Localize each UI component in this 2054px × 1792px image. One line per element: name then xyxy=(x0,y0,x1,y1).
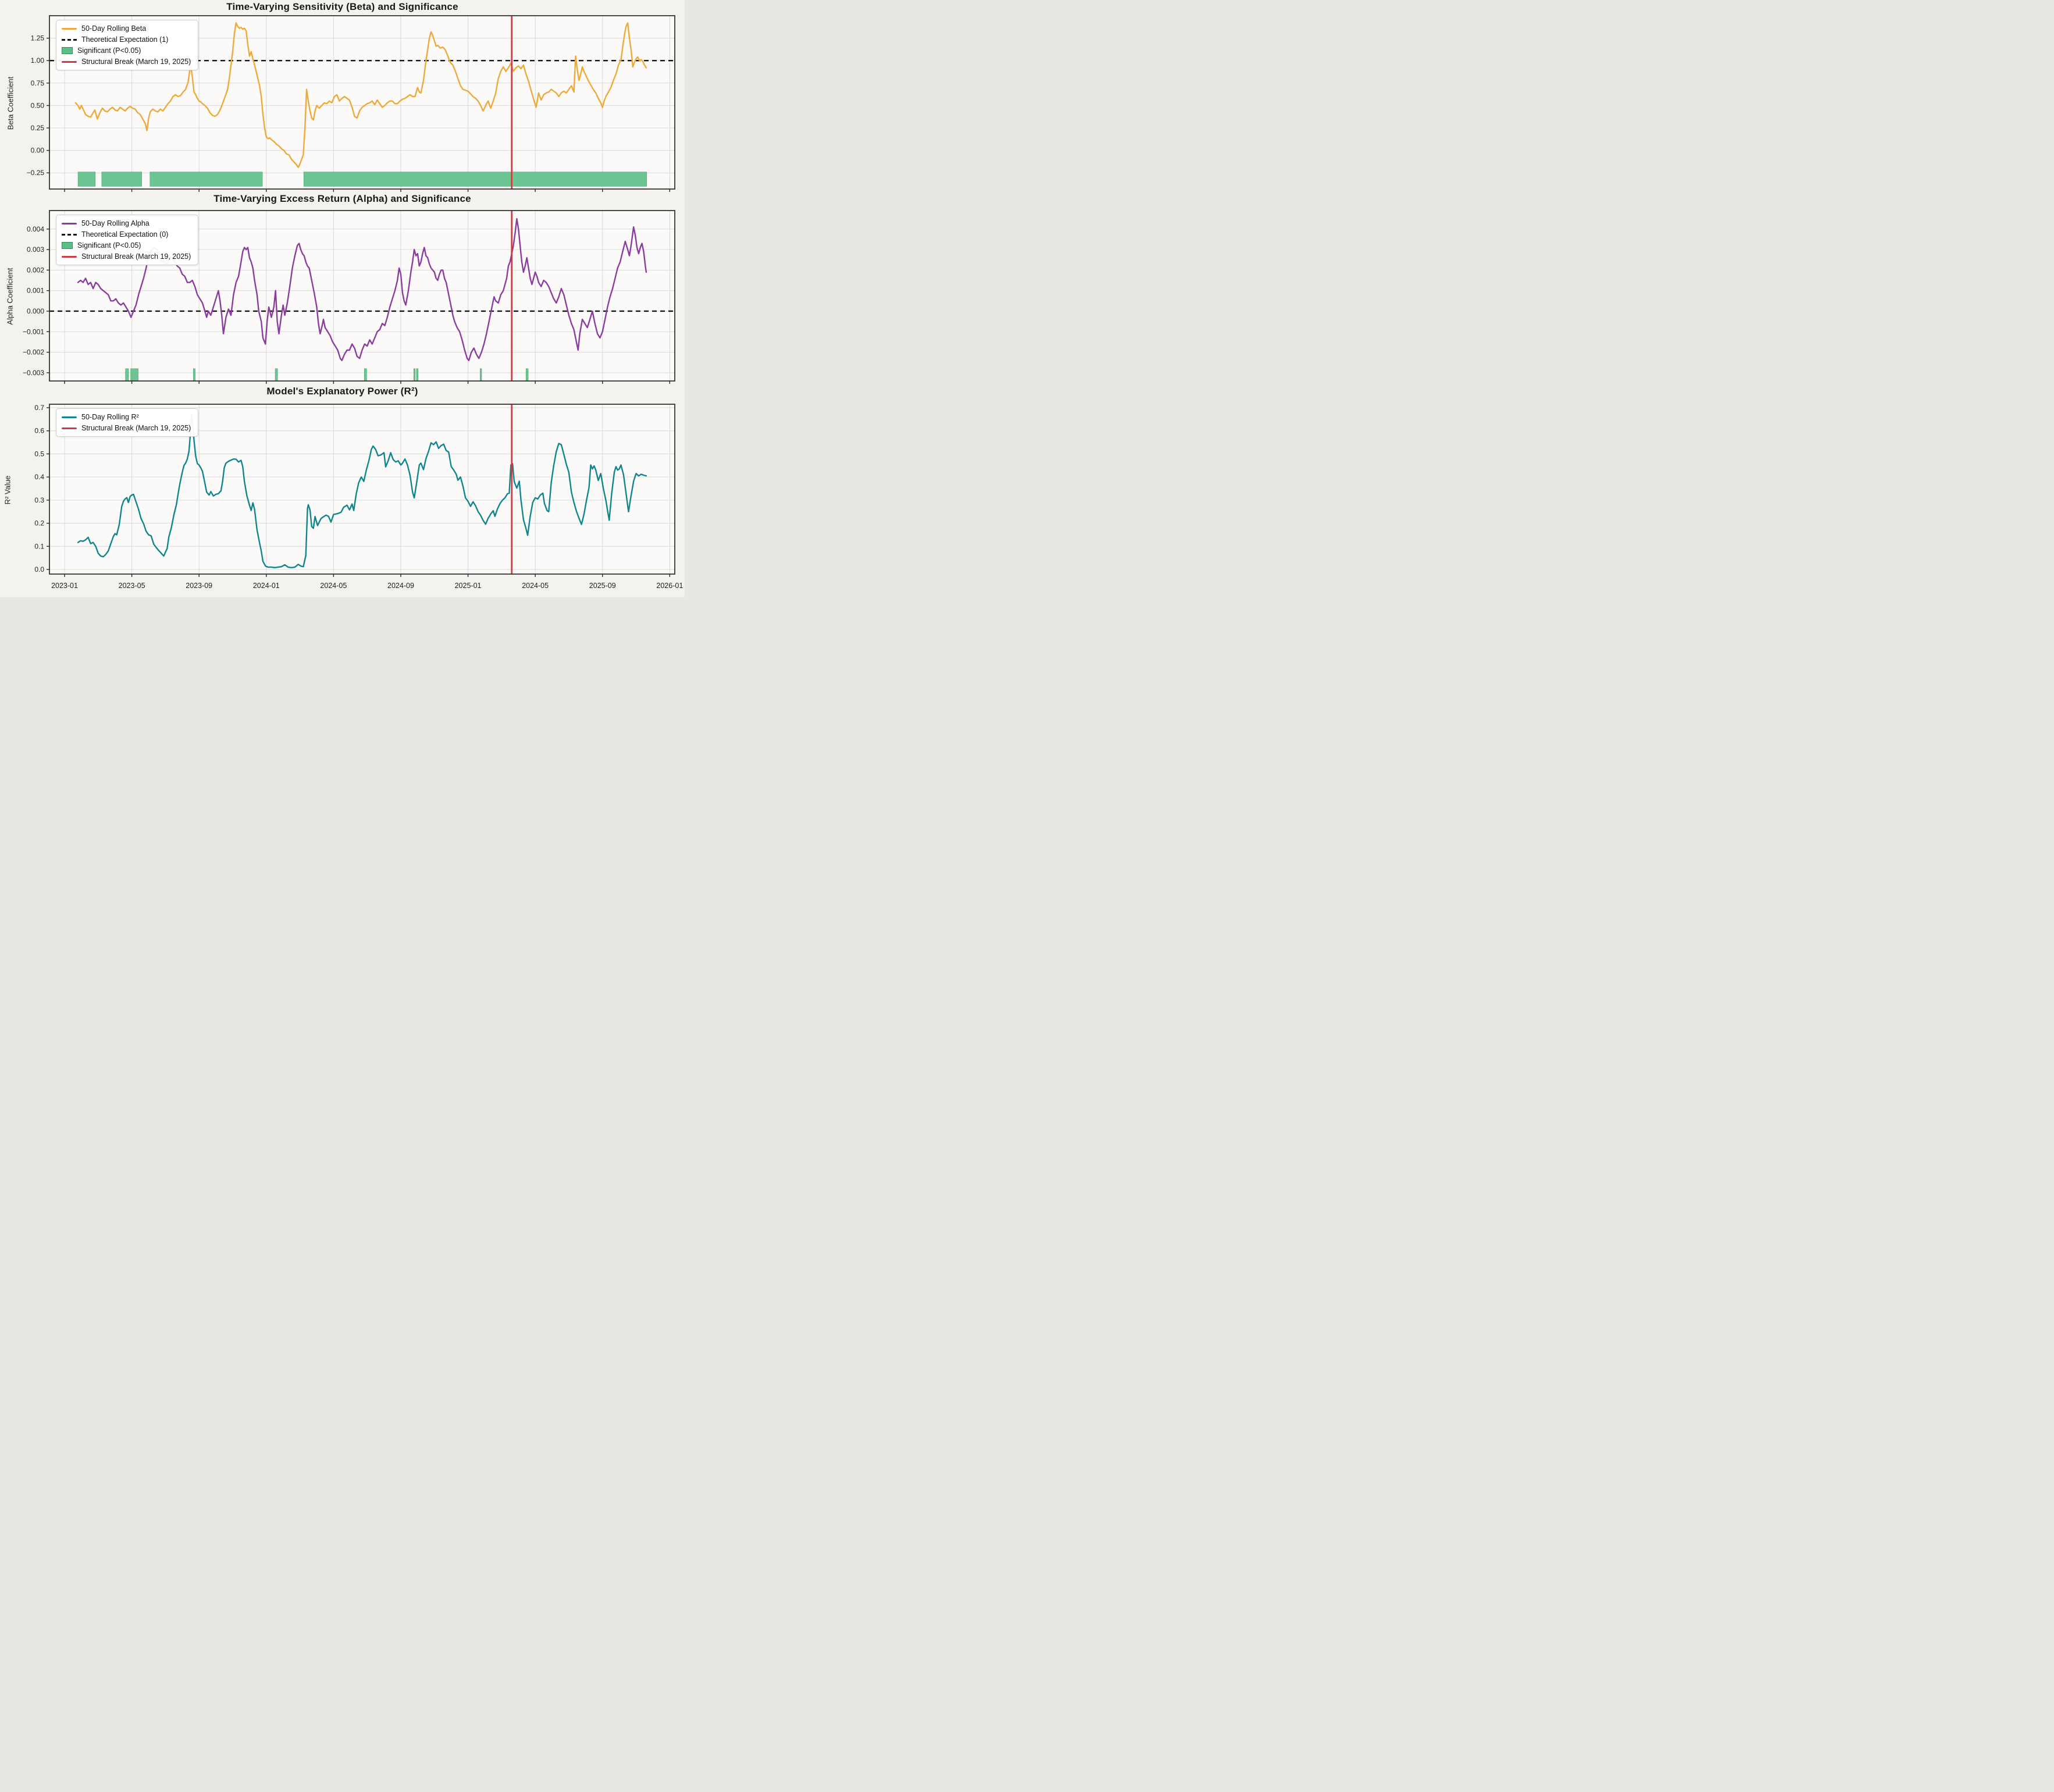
beta-panel-title: Time-Varying Sensitivity (Beta) and Sign… xyxy=(226,1,458,12)
legend-item: 50-Day Rolling Beta xyxy=(62,24,191,33)
legend-item: 50-Day Rolling Alpha xyxy=(62,219,191,227)
y-tick-label: −0.25 xyxy=(27,169,45,177)
y-tick-label: 0.002 xyxy=(27,266,44,274)
legend-patch-swatch xyxy=(62,47,73,54)
r2-legend: 50-Day Rolling R² Structural Break (March… xyxy=(56,408,199,437)
y-tick-label: 1.25 xyxy=(31,34,45,42)
legend-item: Significant (P<0.05) xyxy=(62,241,191,250)
significance-band xyxy=(77,172,96,187)
legend-item: Theoretical Expectation (0) xyxy=(62,230,191,238)
legend-line-swatch xyxy=(62,60,77,63)
legend-label: Theoretical Expectation (0) xyxy=(81,230,169,238)
legend-label: Theoretical Expectation (1) xyxy=(81,35,169,44)
x-tick-label: 2024-01 xyxy=(253,582,280,590)
legend-label: Structural Break (March 19, 2025) xyxy=(81,424,191,432)
legend-line-swatch xyxy=(62,233,77,236)
legend-item: Theoretical Expectation (1) xyxy=(62,35,191,44)
x-tick-label: 2025-09 xyxy=(589,582,616,590)
y-tick-label: 0.001 xyxy=(27,287,44,295)
series-line xyxy=(77,413,647,569)
legend-line-swatch xyxy=(62,427,77,429)
y-tick-label: 0.50 xyxy=(31,101,45,109)
legend-label: Structural Break (March 19, 2025) xyxy=(81,58,191,66)
significance-band xyxy=(525,368,529,382)
y-tick-label: 0.00 xyxy=(31,147,45,155)
y-tick-label: 0.000 xyxy=(27,307,44,315)
legend-item: Significant (P<0.05) xyxy=(62,47,191,55)
y-tick-label: 0.75 xyxy=(31,79,45,87)
x-tick-label: 2026-01 xyxy=(656,582,683,590)
legend-item: Structural Break (March 19, 2025) xyxy=(62,424,191,432)
y-tick-label: 0.0 xyxy=(34,565,44,573)
y-tick-label: 0.003 xyxy=(27,245,44,254)
x-tick-label: 2023-09 xyxy=(186,582,212,590)
x-tick-label: 2024-05 xyxy=(320,582,347,590)
y-tick-label: 0.3 xyxy=(34,496,44,504)
y-tick-label: 0.2 xyxy=(34,519,44,528)
legend-item: Structural Break (March 19, 2025) xyxy=(62,252,191,261)
y-tick-label: −0.001 xyxy=(23,327,44,336)
legend-line-swatch xyxy=(62,38,77,41)
significance-band xyxy=(125,368,129,382)
legend-label: Structural Break (March 19, 2025) xyxy=(81,252,191,261)
legend-item: 50-Day Rolling R² xyxy=(62,413,191,421)
x-tick-label: 2024-09 xyxy=(387,582,414,590)
y-tick-label: −0.003 xyxy=(23,369,44,377)
legend-item: Structural Break (March 19, 2025) xyxy=(62,58,191,66)
significance-band xyxy=(416,368,419,382)
legend-label: Significant (P<0.05) xyxy=(77,47,141,55)
y-tick-label: 0.6 xyxy=(34,427,44,435)
legend-line-swatch xyxy=(62,255,77,258)
alpha-panel-title: Time-Varying Excess Return (Alpha) and S… xyxy=(213,193,471,204)
legend-label: 50-Day Rolling Alpha xyxy=(81,219,149,227)
y-tick-label: 0.7 xyxy=(34,404,44,412)
alpha-legend: 50-Day Rolling Alpha Theoretical Expectat… xyxy=(56,215,199,265)
y-tick-label: 1.00 xyxy=(31,56,45,65)
y-tick-label: 0.5 xyxy=(34,450,44,458)
series-line xyxy=(74,22,647,169)
series-line xyxy=(77,218,647,361)
x-tick-label: 2025-01 xyxy=(455,582,482,590)
legend-line-swatch xyxy=(62,222,77,225)
significance-band xyxy=(193,368,195,382)
x-tick-label: 2023-01 xyxy=(51,582,78,590)
legend-line-swatch xyxy=(62,416,77,418)
significance-band xyxy=(303,172,647,187)
rolling-regression-figure: Time-Varying Sensitivity (Beta) and Sign… xyxy=(0,0,685,597)
significance-band xyxy=(101,172,142,187)
y-tick-label: 0.004 xyxy=(27,225,44,233)
y-tick-label: −0.002 xyxy=(23,348,44,357)
axes-spines xyxy=(49,404,675,575)
legend-patch-swatch xyxy=(62,242,73,249)
beta-legend: 50-Day Rolling Beta Theoretical Expectati… xyxy=(56,20,199,70)
x-tick-label: 2024-05 xyxy=(522,582,549,590)
significance-band xyxy=(275,368,278,382)
significance-band xyxy=(130,368,138,382)
legend-line-swatch xyxy=(62,27,77,30)
significance-band xyxy=(364,368,367,382)
legend-label: Significant (P<0.05) xyxy=(77,241,141,250)
significance-band xyxy=(149,172,263,187)
significance-band xyxy=(480,368,482,382)
y-tick-label: 0.4 xyxy=(34,473,44,481)
legend-label: 50-Day Rolling Beta xyxy=(81,24,147,33)
y-tick-label: 0.25 xyxy=(31,124,45,132)
legend-label: 50-Day Rolling R² xyxy=(81,413,139,421)
axes-spines xyxy=(49,15,675,190)
significance-band xyxy=(413,368,416,382)
r2-panel-title: Model's Explanatory Power (R²) xyxy=(266,386,418,397)
axes-spines xyxy=(49,210,675,382)
x-tick-label: 2023-05 xyxy=(119,582,145,590)
y-tick-label: 0.1 xyxy=(34,542,44,550)
